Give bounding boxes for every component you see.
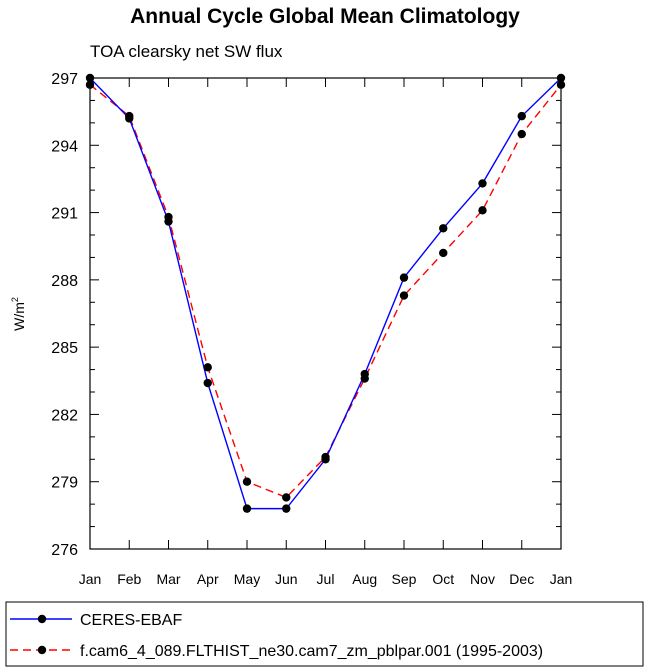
series-2-marker (282, 493, 291, 502)
series-2-marker (321, 452, 330, 462)
x-tick-label: Jan (79, 571, 102, 587)
series-2-marker (242, 477, 252, 486)
y-tick-label: 282 (51, 407, 78, 424)
y-tick-label: 297 (51, 71, 78, 88)
x-tick-label: Dec (509, 571, 534, 587)
x-tick-label: Aug (352, 571, 377, 587)
series-1-marker (478, 179, 487, 188)
series-2-marker (399, 291, 409, 300)
x-tick-label: Jan (550, 571, 573, 587)
legend-marker-2 (37, 645, 47, 655)
legend-label-2: f.cam6_4_089.FLTHIST_ne30.cam7_zm_pblpar… (80, 643, 543, 660)
series-2-marker (85, 80, 95, 89)
x-tick-label: Feb (117, 571, 141, 587)
series-1-marker (556, 73, 566, 83)
series-1-marker (439, 224, 448, 233)
series-2-marker (556, 80, 566, 89)
legend: CERES-EBAF f.cam6_4_089.FLTHIST_ne30.cam7… (5, 601, 644, 667)
series-line-2 (89, 84, 562, 499)
x-tick-label: Apr (197, 571, 219, 587)
legend-label-1: CERES-EBAF (80, 612, 182, 629)
series-1-marker (242, 504, 252, 513)
x-tick-label: Jun (275, 571, 298, 587)
series-2-marker (439, 248, 448, 258)
y-tick-label: 285 (51, 340, 78, 357)
series-2-marker (517, 129, 526, 139)
y-tick-label: 294 (51, 138, 78, 155)
svg-text:W/m2: W/m2 (10, 297, 27, 331)
x-tick-label: Mar (156, 571, 180, 587)
series-2-marker (203, 363, 212, 372)
y-axis-label: W/m2 (10, 297, 27, 331)
series-1-marker (203, 378, 212, 388)
plot-frame (89, 77, 562, 550)
series-layer (85, 73, 566, 513)
series-2-marker (360, 374, 369, 383)
series-2-marker (125, 111, 134, 121)
chart-subtitle: TOA clearsky net SW flux (90, 42, 283, 61)
y-tick-label: 288 (51, 273, 78, 290)
x-tick-label: Sep (392, 571, 417, 587)
legend-box (5, 601, 644, 667)
y-tick-label: 291 (51, 206, 78, 223)
series-1-marker (282, 504, 291, 513)
chart-title: Annual Cycle Global Mean Climatology (130, 5, 520, 28)
x-tick-label: Oct (432, 571, 454, 587)
x-tick-label: May (234, 571, 260, 587)
y-tick-label: 276 (51, 542, 78, 559)
series-2-marker (164, 212, 173, 222)
x-tick-label: Jul (317, 571, 335, 587)
series-line-1 (89, 77, 562, 510)
series-1-marker (399, 273, 409, 282)
legend-marker-1 (37, 614, 47, 624)
series-2-marker (478, 206, 487, 215)
x-tick-label: Nov (470, 571, 495, 587)
series-1-marker (85, 73, 95, 83)
axis-ticks: 276 279 282 285 288 291 294 297 Jan Feb Mar Apr May J… (51, 71, 572, 587)
y-tick-label: 279 (51, 475, 78, 492)
series-1-marker (517, 111, 526, 121)
